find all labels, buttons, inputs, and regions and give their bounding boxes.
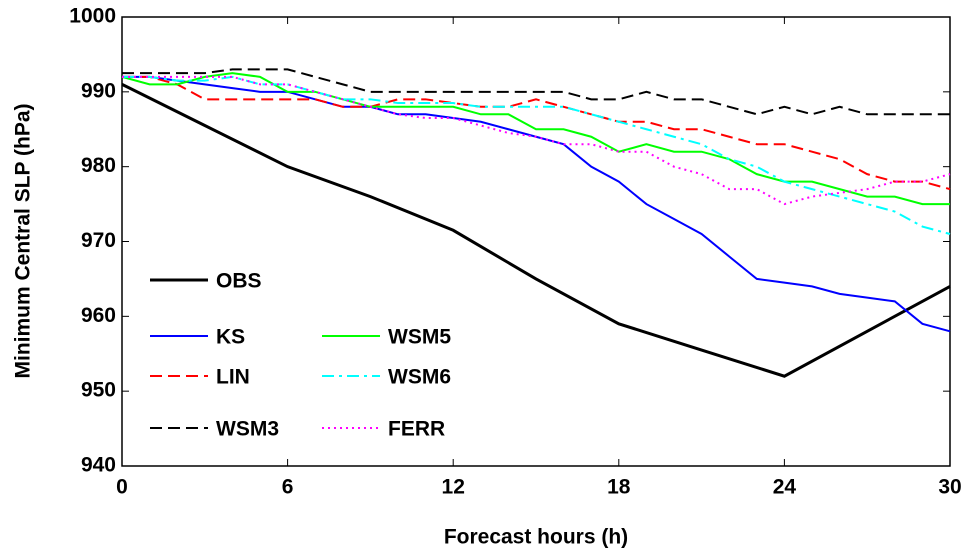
x-tick-label: 12 [442,476,465,499]
y-axis-label: Minimum Central SLP (hPa) [12,104,35,379]
legend-label: LIN [216,366,250,389]
series-line [121,83,951,378]
legend-label: WSM3 [216,418,279,441]
series-line [122,75,951,191]
x-tick-label: 6 [282,476,294,499]
series-line [122,68,950,116]
legend-label: FERR [388,418,445,441]
series-line [122,75,951,206]
y-tick-label: 960 [81,304,116,327]
x-tick-label: 18 [607,476,631,499]
y-tick-label: 940 [81,454,116,477]
legend-label: KS [216,326,245,349]
legend-label: OBS [216,270,262,293]
x-axis-label: Forecast hours (h) [444,526,628,549]
y-tick-label: 980 [81,154,116,177]
plot-frame [121,16,951,467]
series-line [121,72,950,206]
y-tick-label: 970 [81,229,116,252]
y-tick-label: 990 [81,79,116,102]
x-tick-label: 24 [773,476,797,499]
x-tick-label: 30 [938,476,961,499]
legend-label: WSM5 [388,326,451,349]
series-line [122,75,951,235]
y-tick-label: 950 [81,379,116,402]
legend-label: WSM6 [388,366,451,389]
x-tick-label: 0 [116,476,128,499]
y-tick-label: 1000 [69,5,116,28]
